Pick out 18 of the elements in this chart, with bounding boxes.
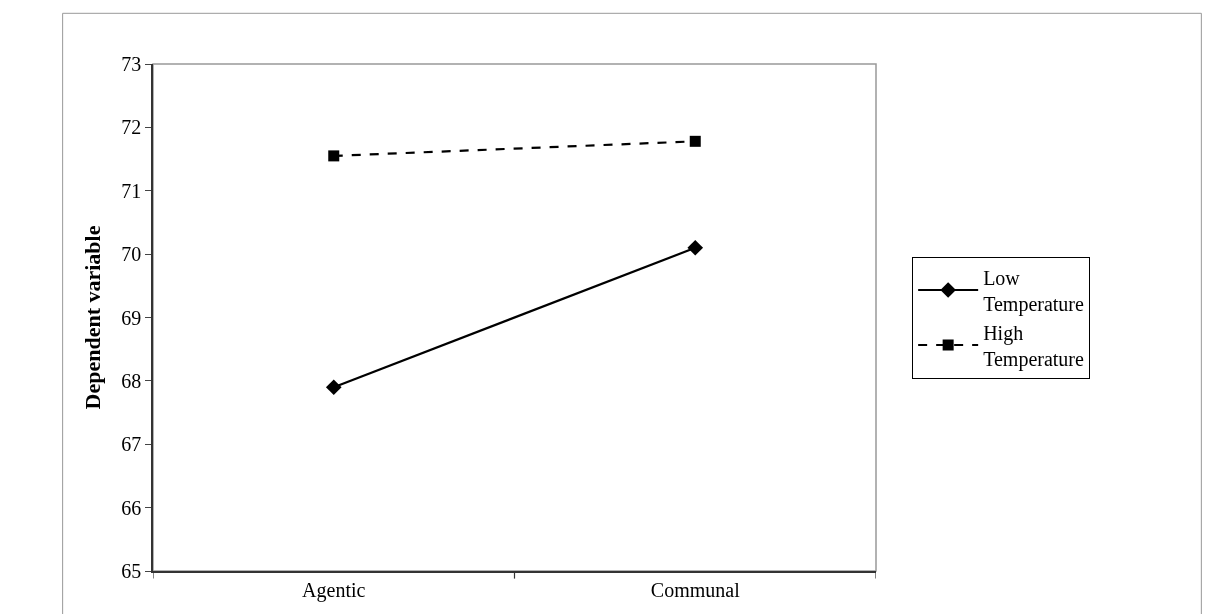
point xyxy=(687,239,704,256)
point xyxy=(689,135,701,147)
x-tick-label: Communal xyxy=(650,578,741,601)
point xyxy=(328,150,340,162)
y-tick-label: 71 xyxy=(121,179,142,202)
y-axis-title: Dependent variable xyxy=(79,225,105,410)
y-tick-label: 70 xyxy=(121,243,142,266)
y-tick-label: 66 xyxy=(121,496,142,519)
y-tick-label: 67 xyxy=(121,433,142,456)
y-tick-label: 72 xyxy=(121,116,142,139)
legend-label: Low Temperature xyxy=(983,266,1085,316)
y-tick-label: 69 xyxy=(121,306,142,329)
point xyxy=(325,379,342,396)
legend-label: High Temperature xyxy=(983,321,1085,371)
y-tick-label: 68 xyxy=(121,369,142,392)
x-tick-label: Agentic xyxy=(302,578,366,602)
y-tick-label: 65 xyxy=(121,560,142,582)
y-tick-label: 73 xyxy=(121,53,142,75)
